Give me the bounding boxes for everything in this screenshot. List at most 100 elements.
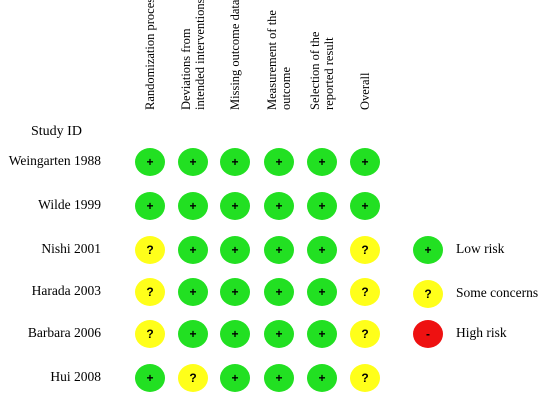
symbol-glyph: ? xyxy=(146,327,154,341)
judgement-low-dot: + xyxy=(220,364,250,392)
symbol-glyph: ? xyxy=(146,243,154,257)
column-header-line: Selection of the xyxy=(308,31,322,110)
column-header-line: Overall xyxy=(358,72,372,110)
judgement-low-dot: + xyxy=(307,192,337,220)
symbol-glyph: + xyxy=(231,285,239,299)
judgement-some-dot: ? xyxy=(350,320,380,348)
judgement-some-dot: ? xyxy=(350,278,380,306)
legend-high-dot: - xyxy=(413,320,443,348)
symbol-glyph: + xyxy=(424,243,432,257)
column-header-line: Measurement of the xyxy=(265,10,279,110)
symbol-glyph: ? xyxy=(361,285,369,299)
symbol-glyph: + xyxy=(318,285,326,299)
symbol-glyph: + xyxy=(231,199,239,213)
judgement-low-dot: + xyxy=(178,236,208,264)
symbol-glyph: + xyxy=(318,371,326,385)
symbol-glyph: + xyxy=(275,199,283,213)
study-label: Weingarten 1988 xyxy=(8,153,101,168)
judgement-low-dot: + xyxy=(220,320,250,348)
judgement-low-dot: + xyxy=(264,320,294,348)
judgement-low-dot: + xyxy=(307,278,337,306)
symbol-glyph: ? xyxy=(361,327,369,341)
symbol-glyph: + xyxy=(146,155,154,169)
symbol-glyph: ? xyxy=(146,285,154,299)
judgement-low-dot: + xyxy=(307,148,337,176)
judgement-low-dot: + xyxy=(178,278,208,306)
judgement-low-dot: + xyxy=(264,192,294,220)
column-header-1: Randomization process xyxy=(143,0,157,110)
column-header-5: Selection of the reported result xyxy=(308,32,336,110)
judgement-low-dot: + xyxy=(264,364,294,392)
judgement-some-dot: ? xyxy=(135,320,165,348)
symbol-glyph: + xyxy=(361,199,369,213)
symbol-glyph: + xyxy=(318,199,326,213)
judgement-low-dot: + xyxy=(264,148,294,176)
legend-label-some: Some concerns xyxy=(456,285,539,300)
column-header-line: Missing outcome data xyxy=(228,0,242,110)
symbol-glyph: + xyxy=(189,243,197,257)
column-header-line: intended interventions xyxy=(193,0,207,110)
symbol-glyph: + xyxy=(318,243,326,257)
judgement-low-dot: + xyxy=(135,192,165,220)
symbol-glyph: + xyxy=(146,371,154,385)
column-header-line: Randomization process xyxy=(143,0,157,110)
symbol-glyph: ? xyxy=(424,287,432,301)
study-label: Nishi 2001 xyxy=(41,241,101,256)
judgement-low-dot: + xyxy=(264,236,294,264)
symbol-glyph: + xyxy=(231,371,239,385)
judgement-low-dot: + xyxy=(178,192,208,220)
symbol-glyph: + xyxy=(361,155,369,169)
symbol-glyph: + xyxy=(275,155,283,169)
judgement-low-dot: + xyxy=(220,192,250,220)
column-header-4: Measurement of the outcome xyxy=(265,10,293,110)
symbol-glyph: + xyxy=(189,155,197,169)
study-label: Harada 2003 xyxy=(31,283,101,298)
judgement-low-dot: + xyxy=(307,236,337,264)
symbol-glyph: - xyxy=(426,327,430,341)
judgement-some-dot: ? xyxy=(135,236,165,264)
symbol-glyph: ? xyxy=(361,243,369,257)
column-header-6: Overall xyxy=(358,73,372,110)
study-label: Wilde 1999 xyxy=(38,197,101,212)
judgement-some-dot: ? xyxy=(135,278,165,306)
judgement-some-dot: ? xyxy=(350,236,380,264)
symbol-glyph: + xyxy=(231,243,239,257)
judgement-low-dot: + xyxy=(264,278,294,306)
symbol-glyph: + xyxy=(275,285,283,299)
judgement-low-dot: + xyxy=(178,320,208,348)
legend-some-dot: ? xyxy=(413,280,443,308)
symbol-glyph: + xyxy=(189,199,197,213)
column-header-3: Missing outcome data xyxy=(228,0,242,110)
symbol-glyph: + xyxy=(275,243,283,257)
column-header-2: Deviations from intended interventions xyxy=(179,0,207,110)
symbol-glyph: + xyxy=(189,285,197,299)
judgement-low-dot: + xyxy=(220,278,250,306)
symbol-glyph: + xyxy=(189,327,197,341)
judgement-low-dot: + xyxy=(307,364,337,392)
symbol-glyph: ? xyxy=(361,371,369,385)
judgement-low-dot: + xyxy=(178,148,208,176)
judgement-low-dot: + xyxy=(220,148,250,176)
study-label: Barbara 2006 xyxy=(27,325,101,340)
symbol-glyph: + xyxy=(275,371,283,385)
symbol-glyph: + xyxy=(275,327,283,341)
judgement-low-dot: + xyxy=(350,192,380,220)
judgement-some-dot: ? xyxy=(178,364,208,392)
judgement-low-dot: + xyxy=(135,148,165,176)
study-label: Hui 2008 xyxy=(50,369,101,384)
column-header-line: reported result xyxy=(322,37,336,110)
legend-label-high: High risk xyxy=(456,325,507,340)
symbol-glyph: + xyxy=(231,155,239,169)
symbol-glyph: + xyxy=(318,155,326,169)
legend-low-dot: + xyxy=(413,236,443,264)
symbol-glyph: + xyxy=(318,327,326,341)
legend-label-low: Low risk xyxy=(456,241,505,256)
column-header-line: Deviations from xyxy=(179,28,193,110)
judgement-low-dot: + xyxy=(220,236,250,264)
judgement-some-dot: ? xyxy=(350,364,380,392)
column-header-line: outcome xyxy=(279,66,293,110)
study-id-heading: Study ID xyxy=(31,124,82,139)
symbol-glyph: + xyxy=(231,327,239,341)
symbol-glyph: ? xyxy=(189,371,197,385)
